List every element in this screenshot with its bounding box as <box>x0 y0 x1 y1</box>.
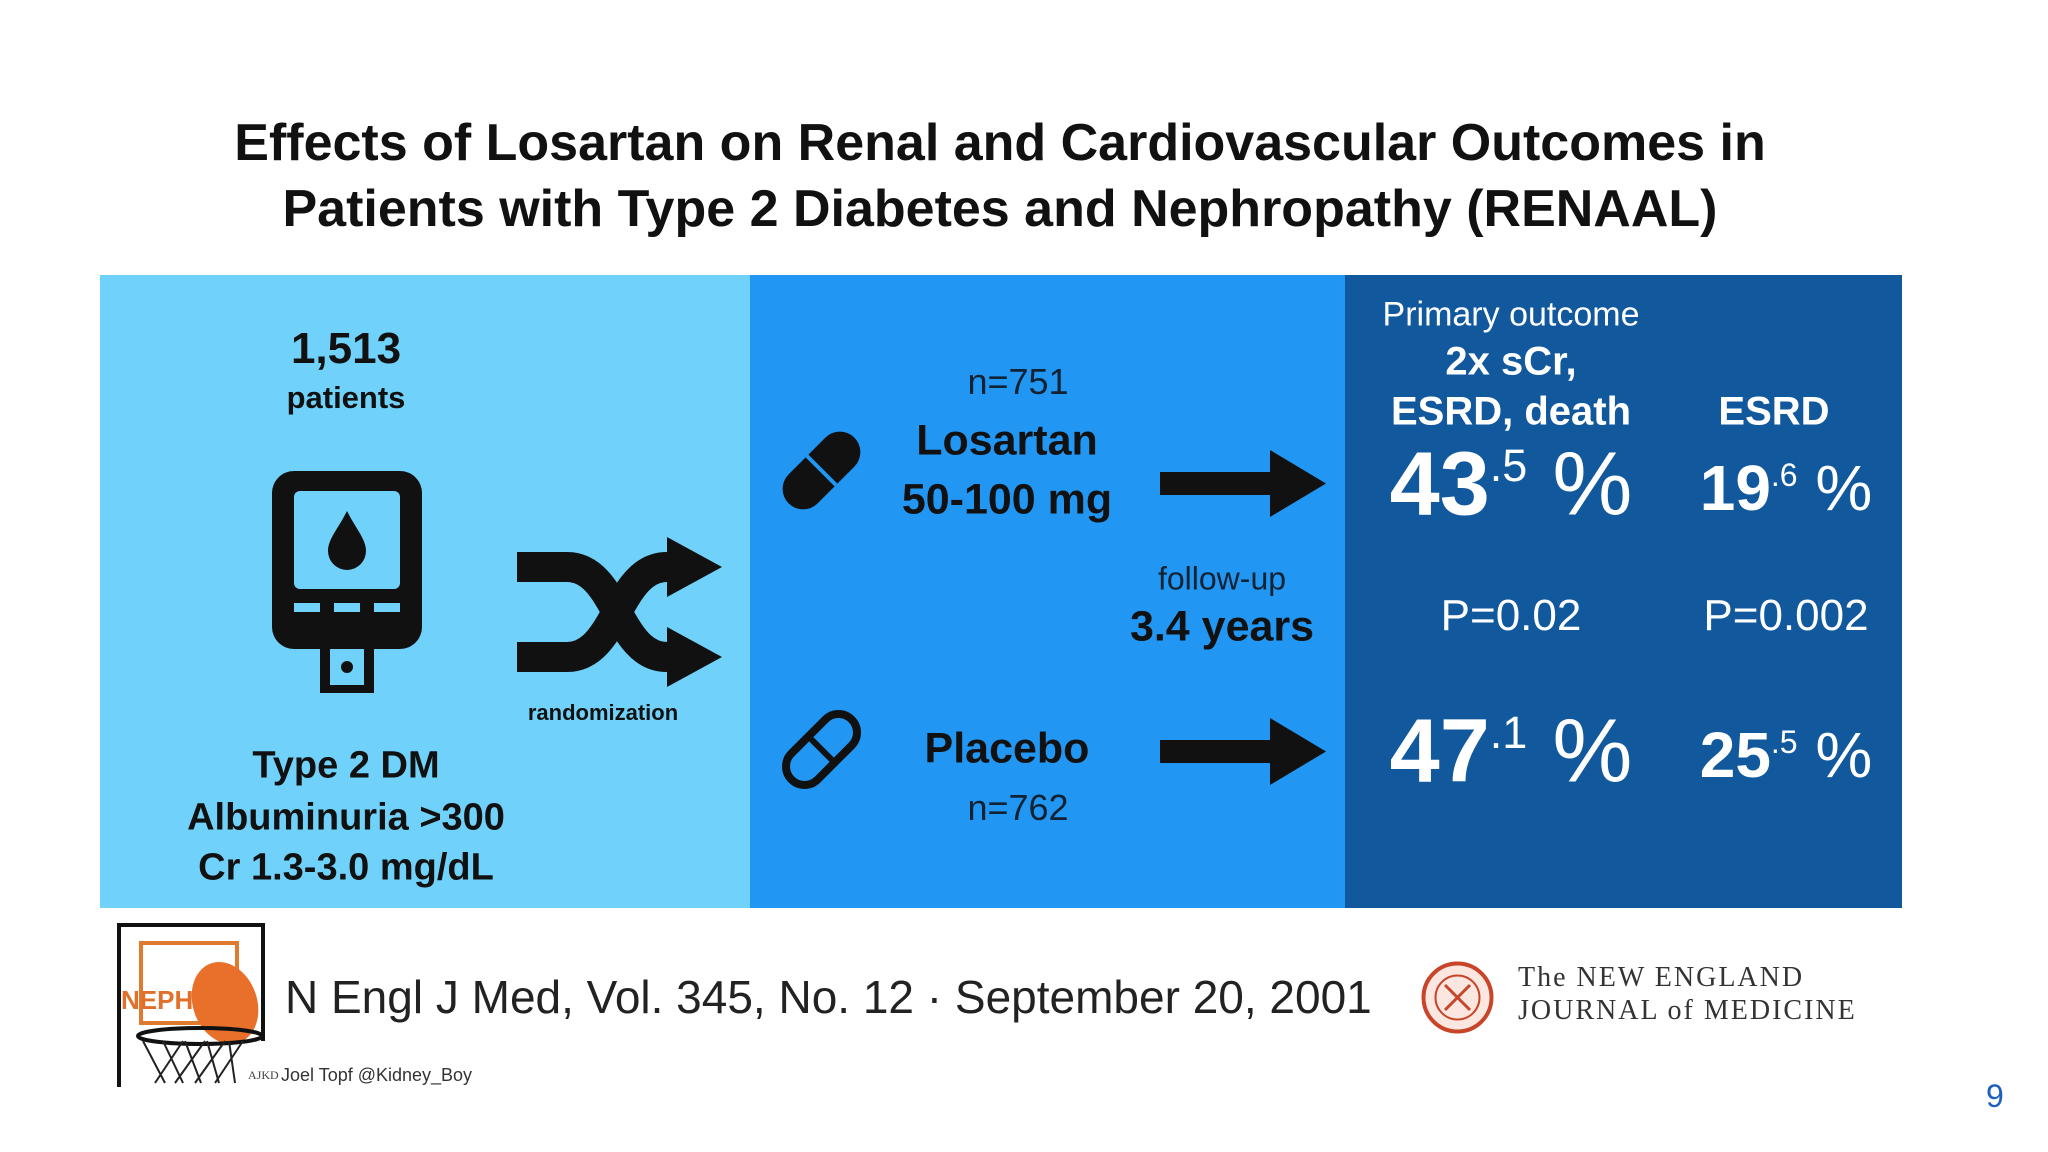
placebo-n: n=762 <box>967 787 1069 828</box>
slide-title: Effects of Losartan on Renal and Cardiov… <box>234 114 1766 238</box>
neph-madness-logo: NEPH <box>117 923 265 1087</box>
patient-count: 1,513 <box>290 324 402 373</box>
losartan-n: n=751 <box>967 361 1069 402</box>
page-number: 9 <box>1986 1078 2004 1114</box>
pill-icon <box>782 431 861 510</box>
criteria-1: Type 2 DM <box>252 744 440 787</box>
journal-line-2: JOURNAL of MEDICINE <box>1518 995 1857 1026</box>
criteria-2: Albuminuria >300 <box>187 796 505 839</box>
p-value-esrd: P=0.002 <box>1703 591 1869 640</box>
shuffle-icon <box>517 537 722 687</box>
citation: N Engl J Med, Vol. 345, No. 12 · Septemb… <box>285 971 1372 1023</box>
primary-label-2: ESRD, death <box>1390 389 1632 434</box>
svg-text:NEPH: NEPH <box>121 985 193 1015</box>
nejm-seal-icon <box>1421 961 1494 1034</box>
esrd-label: ESRD <box>1718 389 1830 434</box>
followup-label: follow-up <box>1157 560 1287 597</box>
ajkd-mark: AJKD <box>248 1068 279 1082</box>
placebo-name: Placebo <box>924 724 1090 773</box>
losartan-dose: 50-100 mg <box>901 475 1113 524</box>
arrow-right-icon <box>1160 718 1326 785</box>
losartan-esrd-rate: 19.6 % <box>1699 452 1873 524</box>
outcome-panel <box>1345 275 1902 908</box>
pill-outline-icon <box>782 710 861 789</box>
arrow-right-icon <box>1160 450 1326 517</box>
glucometer-icon <box>272 471 422 693</box>
placebo-primary-rate: 47.1 % <box>1389 701 1633 802</box>
losartan-name: Losartan <box>916 416 1098 465</box>
treatment-panel <box>750 275 1345 908</box>
patient-unit: patients <box>286 380 406 415</box>
followup-value: 3.4 years <box>1129 602 1315 651</box>
criteria-3: Cr 1.3-3.0 mg/dL <box>198 846 494 889</box>
journal-line-1: The NEW ENGLAND <box>1518 962 1805 993</box>
placebo-esrd-rate: 25.5 % <box>1699 719 1873 791</box>
credit: Joel Topf @Kidney_Boy <box>281 1065 473 1085</box>
losartan-primary-rate: 43.5 % <box>1389 434 1633 535</box>
p-value-primary: P=0.02 <box>1440 591 1582 640</box>
primary-label-1: 2x sCr, <box>1445 339 1577 384</box>
outcome-header: Primary outcome <box>1382 295 1640 334</box>
randomization-label: randomization <box>527 700 679 725</box>
